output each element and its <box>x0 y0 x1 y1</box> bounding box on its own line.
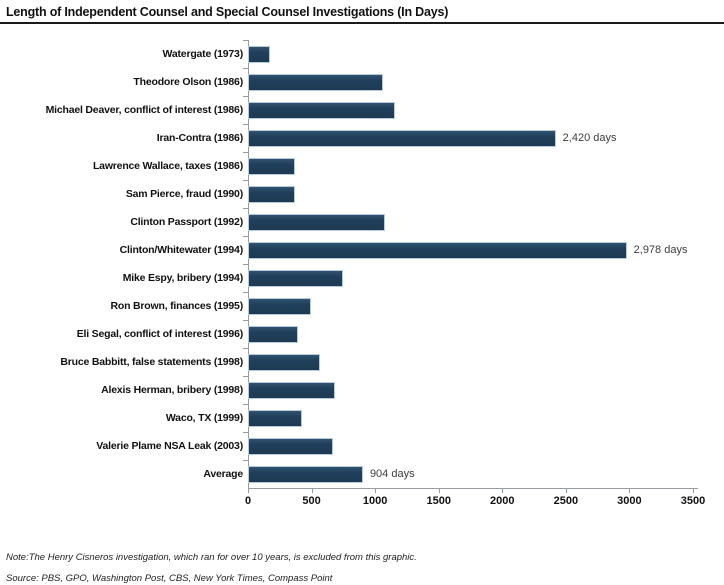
bar <box>248 353 320 371</box>
bar <box>248 157 296 175</box>
bar-track <box>243 67 693 96</box>
x-axis-tick-label: 0 <box>244 495 252 507</box>
bar-chart: Watergate (1973) Theodore Olson (1986) Mic… <box>0 39 724 514</box>
bar-track <box>243 431 693 460</box>
bar-track: 2,978 days <box>243 235 693 264</box>
category-label: Clinton/Whitewater (1994) <box>119 244 244 256</box>
chart-source: Source: PBS, GPO, Washington Post, CBS, … <box>6 573 333 584</box>
bar <box>248 381 336 399</box>
category-label: Lawrence Wallace, taxes (1986) <box>92 160 243 172</box>
chart-row: Alexis Herman, bribery (1998) <box>0 375 724 404</box>
bar <box>248 213 386 231</box>
x-axis: 0 500 1000 1500 2000 2500 3000 3500 <box>244 488 705 514</box>
chart-row: Ron Brown, finances (1995) <box>0 291 724 320</box>
x-axis-tick-label: 2500 <box>553 495 579 507</box>
bar <box>248 325 298 343</box>
category-label: Alexis Herman, bribery (1998) <box>101 384 243 396</box>
x-axis-tick-label: 500 <box>302 495 321 507</box>
category-label: Eli Segal, conflict of interest (1996) <box>76 328 243 340</box>
bar-track <box>243 291 693 320</box>
bar <box>248 73 383 91</box>
chart-row: Clinton Passport (1992) <box>0 207 724 236</box>
bar <box>248 129 556 147</box>
bar-value-label: 2,978 days <box>633 244 688 256</box>
x-axis-tick-label: 1000 <box>362 495 388 507</box>
chart-title: Length of Independent Counsel and Specia… <box>6 5 449 19</box>
category-label: Mike Espy, bribery (1994) <box>122 272 243 284</box>
chart-row: Mike Espy, bribery (1994) <box>0 263 724 292</box>
bar <box>248 409 303 427</box>
bar-track <box>243 39 693 68</box>
chart-row: Iran-Contra (1986) 2,420 days <box>0 123 724 152</box>
bar <box>248 269 344 287</box>
x-axis-tick-label: 1500 <box>426 495 451 507</box>
x-axis-tick-label: 2000 <box>490 495 515 507</box>
bar <box>248 465 363 483</box>
bar <box>248 185 296 203</box>
bar <box>248 101 396 119</box>
x-axis-tick-label: 3500 <box>680 495 706 507</box>
category-label: Watergate (1973) <box>162 48 244 60</box>
bar <box>248 45 270 63</box>
category-label: Sam Pierce, fraud (1990) <box>125 188 243 200</box>
x-axis-tick <box>375 489 377 493</box>
bar-value-label: 2,420 days <box>562 132 617 144</box>
bar-track <box>243 263 693 292</box>
bar-track <box>243 95 693 124</box>
bar <box>248 297 311 315</box>
chart-row: Waco, TX (1999) <box>0 403 724 432</box>
bar-track <box>243 403 693 432</box>
x-axis-tick <box>565 489 567 493</box>
chart-row: Sam Pierce, fraud (1990) <box>0 179 724 208</box>
x-axis-tick-label: 3000 <box>617 495 642 507</box>
bar-track <box>243 319 693 348</box>
category-label: Waco, TX (1999) <box>165 412 243 424</box>
chart-row: Average 904 days <box>0 459 724 488</box>
category-label: Michael Deaver, conflict of interest (19… <box>45 104 244 116</box>
chart-note: Note:The Henry Cisneros investigation, w… <box>6 552 417 563</box>
category-label: Bruce Babbitt, false statements (1998) <box>60 356 243 368</box>
chart-row: Michael Deaver, conflict of interest (19… <box>0 95 724 124</box>
bar-track <box>243 151 693 180</box>
bar <box>248 437 334 455</box>
category-label: Iran-Contra (1986) <box>156 132 243 144</box>
bar-track <box>243 347 693 376</box>
chart-row: Theodore Olson (1986) <box>0 67 724 96</box>
y-axis-line <box>248 40 249 488</box>
bar <box>248 241 627 259</box>
bar-track: 2,420 days <box>243 123 693 152</box>
chart-row: Bruce Babbitt, false statements (1998) <box>0 347 724 376</box>
chart-row: Lawrence Wallace, taxes (1986) <box>0 151 724 180</box>
chart-row: Clinton/Whitewater (1994) 2,978 days <box>0 235 724 264</box>
bar-track <box>243 375 693 404</box>
category-label: Clinton Passport (1992) <box>130 216 243 228</box>
chart-rows: Watergate (1973) Theodore Olson (1986) Mic… <box>0 39 724 489</box>
category-label: Ron Brown, finances (1995) <box>110 300 244 312</box>
x-axis-tick <box>248 489 249 493</box>
bar-track <box>243 179 693 208</box>
x-axis-tick <box>438 489 440 493</box>
category-label: Average <box>203 468 243 480</box>
bar-track: 904 days <box>243 459 693 488</box>
bar-track <box>243 207 693 236</box>
x-axis-tick <box>693 489 694 493</box>
x-axis-line <box>248 488 698 489</box>
category-label: Theodore Olson (1986) <box>133 76 243 88</box>
bar-value-label: 904 days <box>369 468 415 480</box>
x-axis-tick <box>502 489 504 493</box>
chart-row: Watergate (1973) <box>0 39 724 68</box>
chart-row: Valerie Plame NSA Leak (2003) <box>0 431 724 460</box>
chart-header: Length of Independent Counsel and Specia… <box>0 0 724 24</box>
x-axis-tick <box>311 489 313 493</box>
chart-row: Eli Segal, conflict of interest (1996) <box>0 319 724 348</box>
category-label: Valerie Plame NSA Leak (2003) <box>96 440 243 452</box>
x-axis-tick <box>629 489 631 493</box>
